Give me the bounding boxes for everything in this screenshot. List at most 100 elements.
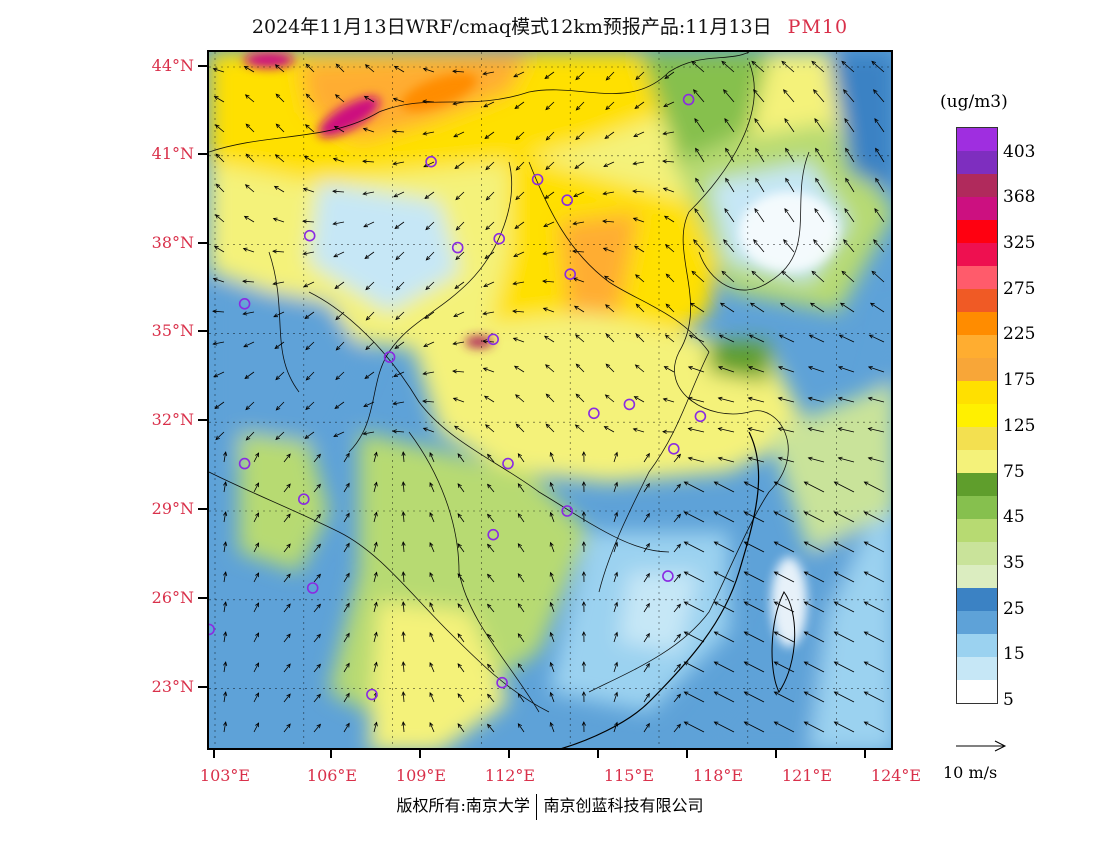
wind-arrow — [613, 722, 618, 733]
wind-arrowhead — [514, 104, 520, 110]
wind-arrowhead — [286, 603, 291, 609]
wind-arrow — [364, 371, 375, 379]
wind-arrow — [720, 302, 735, 313]
wind-arrowhead — [215, 153, 221, 159]
wind-arrow — [253, 632, 259, 643]
wind-arrow — [274, 341, 285, 349]
wind-arrow — [483, 281, 495, 287]
wind-arrow — [744, 631, 765, 643]
wind-arrowhead — [632, 217, 638, 222]
wind-arrow — [844, 208, 855, 223]
wind-arrow — [275, 371, 285, 380]
color-legend — [956, 127, 998, 704]
wind-arrowhead — [332, 189, 337, 194]
wind-arrowhead — [333, 433, 339, 437]
wind-arrowhead — [575, 334, 580, 339]
wind-arrow — [373, 632, 377, 643]
wind-arrow — [684, 661, 705, 673]
wind-arrow — [684, 481, 705, 493]
wind-arrow — [755, 178, 765, 193]
wind-arrow — [613, 542, 618, 553]
wind-arrowhead — [345, 692, 350, 698]
wind-arrow — [313, 454, 321, 463]
wind-arrowhead — [345, 572, 350, 578]
wind-arrow — [545, 364, 555, 373]
lat-label-44: 44°N — [151, 56, 194, 75]
wind-arrow — [373, 722, 377, 733]
wind-arrowhead — [803, 661, 809, 666]
wind-arrowhead — [754, 208, 759, 213]
wind-arrowhead — [333, 125, 339, 130]
wind-arrow — [303, 281, 315, 288]
wind-arrowhead — [305, 345, 310, 351]
wind-arrowhead — [394, 344, 400, 349]
wind-arrow — [664, 366, 675, 373]
wind-arrowhead — [544, 74, 550, 80]
wind-arrowhead — [245, 405, 250, 411]
wind-arrow — [778, 428, 795, 433]
wind-arrowhead — [316, 483, 321, 489]
wind-arrow — [543, 251, 555, 255]
wind-arrowhead — [243, 66, 249, 71]
wind-arrow — [813, 89, 825, 103]
wind-arrow — [362, 160, 375, 163]
pollutant-label: PM10 — [787, 16, 849, 38]
wind-arrowhead — [286, 543, 291, 549]
wind-arrowhead — [362, 159, 367, 164]
wind-arrow — [517, 483, 525, 493]
wind-arrowhead — [316, 723, 321, 729]
wind-arrowhead — [694, 208, 699, 213]
wind-arrow — [484, 251, 495, 259]
wind-arrowhead — [373, 601, 378, 607]
wind-arrowhead — [743, 541, 749, 546]
wind-arrowhead — [605, 75, 611, 81]
wind-arrowhead — [581, 571, 586, 576]
wind-arrowhead — [845, 177, 850, 183]
lat-label-32: 32°N — [151, 410, 194, 429]
wind-arrowhead — [781, 270, 787, 276]
wind-arrow — [804, 601, 825, 613]
wind-arrow — [714, 511, 735, 523]
wind-arrow — [306, 93, 315, 103]
legend-label: 325 — [1003, 233, 1036, 253]
wind-arrow — [605, 101, 615, 110]
wind-arrowhead — [863, 631, 869, 636]
wind-arrowhead — [365, 285, 370, 291]
wind-arrow — [804, 541, 825, 553]
wind-arrow — [517, 573, 525, 583]
wind-arrow — [253, 602, 259, 613]
lat-label-26: 26°N — [151, 588, 194, 607]
wind-arrow — [744, 511, 765, 523]
wind-arrow — [695, 148, 705, 163]
wind-arrow — [834, 481, 855, 493]
wind-arrow — [749, 334, 765, 343]
wind-arrowhead — [483, 103, 488, 108]
wind-arrowhead — [429, 481, 434, 487]
wind-arrow — [343, 603, 350, 613]
lat-tick — [198, 508, 207, 510]
wind-arrowhead — [485, 195, 491, 201]
wind-arrowhead — [807, 396, 813, 401]
wind-arrow — [575, 393, 585, 403]
copyright: 版权所有:南京大学 南京创蓝科技有限公司 — [0, 792, 1100, 820]
wind-arrow — [514, 221, 525, 229]
wind-arrowhead — [429, 691, 434, 697]
wind-arrow — [605, 363, 615, 373]
wind-arrowhead — [683, 631, 689, 636]
wind-arrowhead — [813, 89, 818, 94]
wind-arrowhead — [725, 147, 730, 153]
wind-arrowhead — [345, 722, 350, 728]
wind-arrowhead — [454, 164, 460, 170]
wind-arrowhead — [844, 208, 849, 213]
wind-arrow — [643, 663, 650, 673]
wind-arrowhead — [665, 303, 671, 309]
wind-arrow — [253, 542, 259, 553]
wind-arrowhead — [833, 601, 839, 606]
legend-swatch — [957, 151, 997, 174]
wind-arrowhead — [605, 363, 611, 369]
wind-arrow — [402, 451, 405, 463]
wind-arrowhead — [688, 334, 694, 339]
wind-arrow — [223, 692, 227, 703]
wind-arrowhead — [457, 723, 462, 728]
wind-arrowhead — [316, 513, 321, 519]
